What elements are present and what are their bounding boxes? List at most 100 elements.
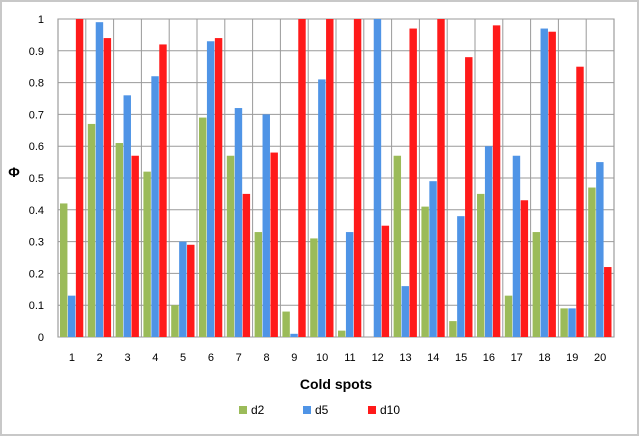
- y-tick-label: 0.4: [29, 205, 44, 217]
- bar-d5-20: [596, 162, 604, 337]
- x-tick-label: 12: [372, 352, 384, 364]
- x-tick-labels: 1 2 3 4 5 6 7 8 9 10 11 12 13 14 15 16 17 18 19 20: [69, 352, 606, 364]
- bar-d5-7: [234, 108, 243, 337]
- legend-swatch-d2: [239, 406, 247, 414]
- bar-d2-11: [338, 330, 346, 337]
- bar-d2-2: [87, 123, 96, 337]
- x-tick-label: 19: [566, 352, 578, 364]
- y-axis-title: Φ: [8, 164, 20, 180]
- bar-d2-19: [560, 308, 568, 337]
- bar-d10-20: [604, 267, 612, 337]
- bar-d5-1: [67, 295, 76, 337]
- x-tick-label: 11: [344, 352, 355, 364]
- y-tick-label: 0.1: [29, 300, 44, 312]
- bar-d10-9: [298, 19, 306, 337]
- y-tick-label: 1: [38, 14, 44, 26]
- bar-d10-10: [326, 19, 334, 337]
- bars: [60, 19, 612, 338]
- x-tick-label: 4: [152, 352, 158, 364]
- x-tick-label: 2: [97, 352, 103, 364]
- bar-d5-18: [540, 28, 548, 337]
- bar-d2-15: [449, 321, 457, 337]
- x-tick-label: 5: [180, 352, 186, 364]
- x-tick-label: 8: [263, 352, 269, 364]
- bar-d2-10: [310, 238, 318, 337]
- legend-label-d5: d5: [315, 403, 329, 417]
- bar-d10-15: [465, 57, 473, 337]
- bar-d2-7: [226, 155, 235, 337]
- y-tick-label: 0: [38, 332, 44, 344]
- bar-d10-4: [159, 44, 167, 337]
- bar-d10-7: [242, 193, 251, 337]
- y-tick-label: 0.6: [29, 141, 44, 153]
- bar-d5-2: [95, 22, 104, 338]
- bar-d10-1: [75, 19, 84, 337]
- x-axis-title: Cold spots: [300, 376, 373, 392]
- x-tick-label: 9: [291, 352, 297, 364]
- y-tick-label: 0.7: [29, 109, 44, 121]
- x-tick-label: 17: [511, 352, 523, 364]
- bar-d5-6: [206, 41, 215, 337]
- x-tick-label: 3: [124, 352, 130, 364]
- bar-d5-9: [290, 333, 298, 337]
- bar-d10-6: [214, 38, 223, 337]
- bar-d5-19: [568, 308, 576, 337]
- bar-d2-9: [282, 311, 290, 337]
- bar-d2-17: [504, 295, 513, 337]
- bar-d10-13: [409, 28, 417, 337]
- bar-d5-3: [123, 95, 131, 337]
- x-tick-label: 20: [594, 352, 606, 364]
- x-tick-label: 15: [455, 352, 467, 364]
- bar-d10-14: [437, 19, 445, 337]
- bar-d2-5: [171, 305, 179, 337]
- bar-d10-11: [353, 19, 362, 337]
- bar-d5-5: [179, 241, 187, 337]
- bar-d5-11: [345, 232, 354, 337]
- bar-d2-3: [115, 143, 124, 337]
- bar-d5-10: [318, 79, 326, 338]
- bar-d5-13: [401, 286, 409, 337]
- bar-d2-8: [254, 232, 263, 337]
- bar-d2-1: [60, 203, 68, 337]
- x-tick-label: 10: [316, 352, 328, 364]
- bar-d2-6: [199, 117, 207, 337]
- y-tick-labels: 0 0.1 0.2 0.3 0.4 0.5 0.6 0.7 0.8 0.9 1: [29, 14, 44, 344]
- x-tick-label: 14: [427, 352, 439, 364]
- bar-d5-8: [262, 114, 270, 338]
- bar-d10-12: [381, 225, 390, 337]
- x-tick-label: 1: [69, 352, 75, 364]
- bar-d5-12: [373, 19, 382, 337]
- bar-d2-16: [477, 193, 485, 337]
- bar-d10-5: [187, 244, 195, 337]
- y-tick-label: 0.2: [29, 268, 44, 280]
- bar-d5-14: [429, 181, 437, 337]
- x-tick-label: 16: [483, 352, 495, 364]
- bar-d2-13: [393, 155, 402, 337]
- x-tick-label: 13: [399, 352, 411, 364]
- legend: d2 d5 d10: [239, 403, 400, 417]
- bar-d10-19: [576, 66, 584, 337]
- legend-swatch-d10: [368, 406, 376, 414]
- y-tick-label: 0.9: [29, 46, 44, 58]
- x-tick-label: 6: [208, 352, 214, 364]
- y-tick-label: 0.3: [29, 237, 44, 249]
- gridlines: [58, 18, 614, 338]
- legend-swatch-d5: [303, 406, 311, 414]
- bar-d5-15: [457, 216, 465, 337]
- legend-label-d10: d10: [380, 403, 400, 417]
- bar-d10-3: [131, 155, 139, 337]
- bar-d2-18: [532, 232, 541, 337]
- bar-d5-4: [151, 76, 159, 338]
- bar-d5-16: [484, 146, 493, 337]
- bar-d10-8: [270, 152, 278, 337]
- x-tick-label: 18: [538, 352, 550, 364]
- y-tick-label: 0.5: [29, 173, 44, 185]
- y-tick-label: 0.8: [29, 78, 44, 90]
- bar-d5-17: [512, 155, 521, 337]
- legend-label-d2: d2: [251, 403, 265, 417]
- bar-d10-16: [492, 25, 501, 338]
- x-tick-label: 7: [236, 352, 242, 364]
- bar-d2-4: [143, 171, 151, 337]
- bar-d2-14: [421, 206, 429, 337]
